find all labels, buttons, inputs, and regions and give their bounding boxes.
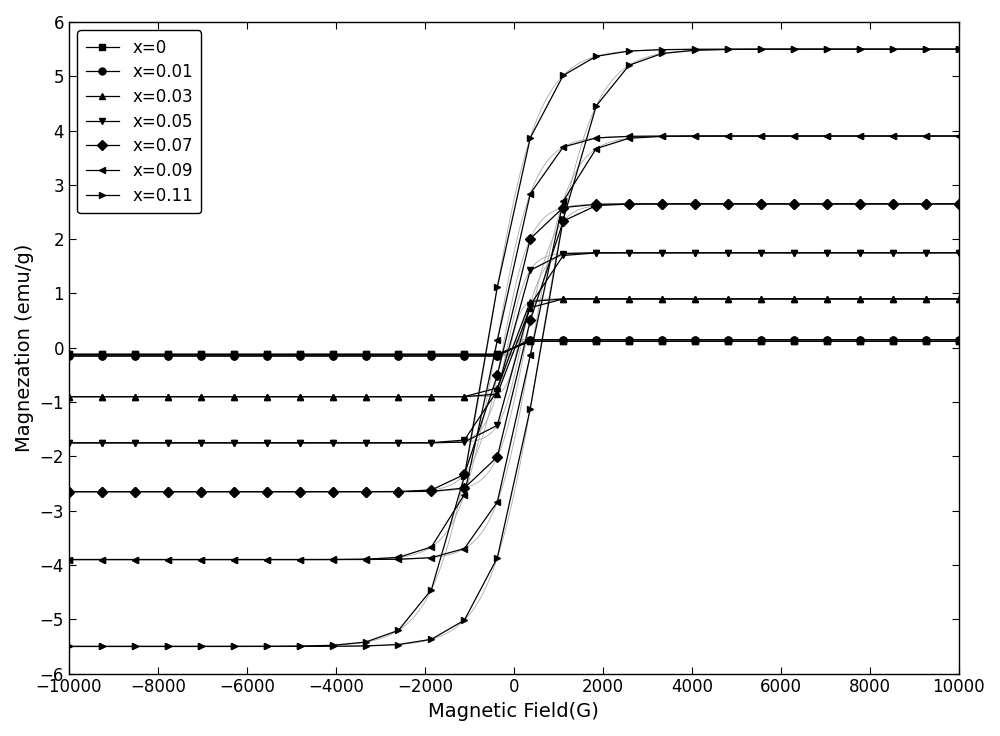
Y-axis label: Magnezation (emu/g): Magnezation (emu/g) — [15, 244, 34, 452]
X-axis label: Magnetic Field(G): Magnetic Field(G) — [428, 702, 599, 721]
Legend: x=0, x=0.01, x=0.03, x=0.05, x=0.07, x=0.09, x=0.11: x=0, x=0.01, x=0.03, x=0.05, x=0.07, x=0… — [77, 30, 201, 213]
